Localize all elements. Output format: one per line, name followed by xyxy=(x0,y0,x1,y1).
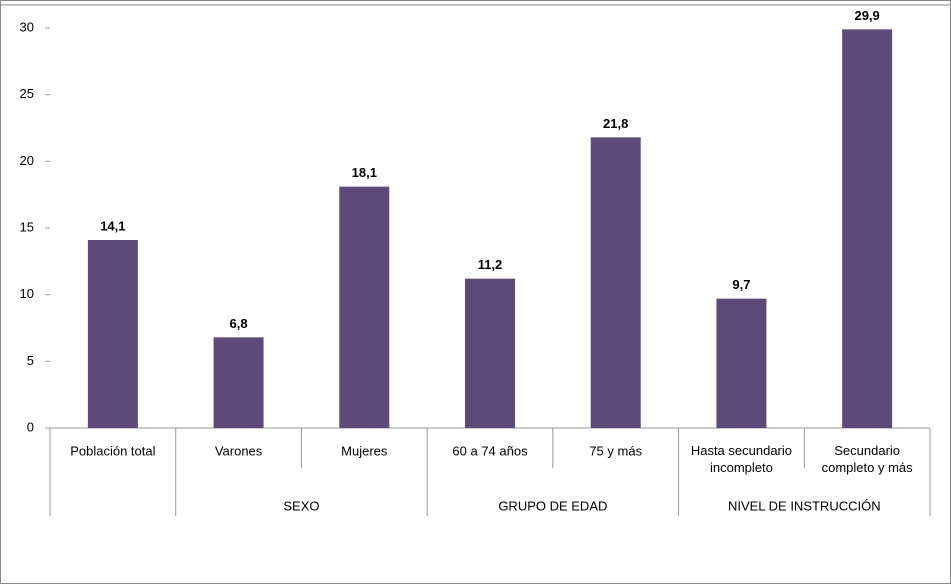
value-label: 21,8 xyxy=(603,116,628,131)
group-label: NIVEL DE INSTRUCCIÓN xyxy=(728,498,881,513)
label-line: completo y más xyxy=(822,460,914,475)
bar xyxy=(339,186,390,428)
group-label: GRUPO DE EDAD xyxy=(498,498,607,513)
value-label: 6,8 xyxy=(230,316,248,331)
x-tick-label: 60 a 74 años xyxy=(452,443,528,458)
x-tick-label: Hasta secundario incompleto xyxy=(691,443,792,475)
label-line: Hasta secundario xyxy=(691,443,792,458)
label-line: Secundario xyxy=(834,443,900,458)
y-tick-label: 0 xyxy=(27,419,34,434)
y-tick-label: 10 xyxy=(20,286,34,301)
bar xyxy=(716,298,767,428)
x-tick-label: Población total xyxy=(70,443,155,458)
x-tick-label: Varones xyxy=(215,443,263,458)
bar xyxy=(213,337,264,428)
y-tick-label: 30 xyxy=(20,19,34,34)
value-label: 11,2 xyxy=(478,257,503,272)
x-tick-label: 75 y más xyxy=(589,443,642,458)
x-tick-label: Mujeres xyxy=(341,443,388,458)
y-tick-label: 5 xyxy=(27,353,34,368)
bar xyxy=(465,278,515,428)
y-tick-label: 25 xyxy=(20,86,34,101)
label-line: incompleto xyxy=(710,460,773,475)
x-tick-label: Secundario completo y más xyxy=(822,443,914,475)
group-label: SEXO xyxy=(283,498,319,513)
bar xyxy=(842,29,893,428)
value-label: 9,7 xyxy=(732,277,750,292)
value-label: 14,1 xyxy=(100,218,125,233)
value-label: 29,9 xyxy=(854,8,879,23)
bar xyxy=(590,137,641,429)
y-tick-label: 20 xyxy=(20,153,34,168)
y-tick-label: 15 xyxy=(20,219,34,234)
bar xyxy=(87,240,138,428)
value-label: 18,1 xyxy=(352,165,377,180)
